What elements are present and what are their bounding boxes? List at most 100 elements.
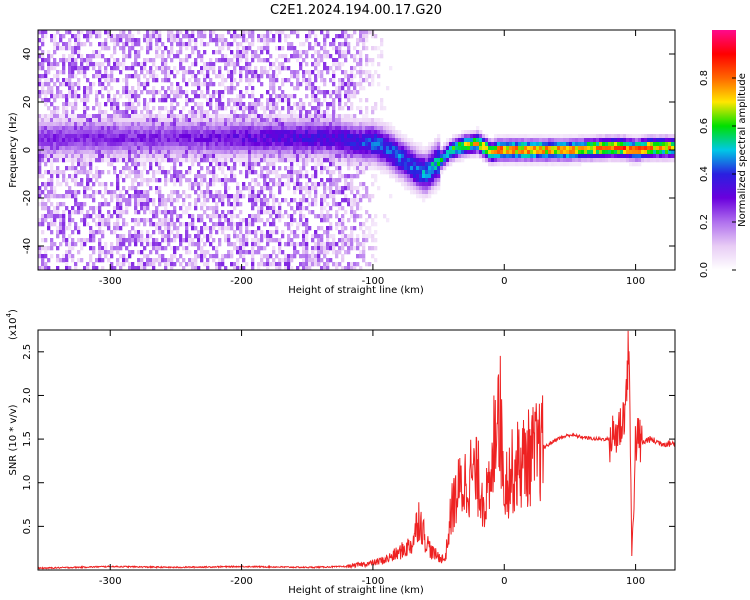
spectrogram-cell	[74, 102, 78, 107]
spectrogram-cell	[179, 46, 183, 51]
spectrogram-cell	[374, 134, 378, 139]
spectrogram-cell	[44, 150, 48, 155]
spectrogram-cell	[359, 74, 363, 79]
spectrogram-cell	[56, 106, 60, 111]
spectrogram-cell	[332, 126, 336, 131]
spectrogram-cell	[158, 30, 162, 35]
spectrogram-cell	[281, 230, 285, 235]
spectrogram-cell	[212, 126, 216, 131]
spectrogram-cell	[113, 142, 117, 147]
spectrogram-cell	[260, 150, 264, 155]
spectrogram-cell	[260, 142, 264, 147]
spectrogram-cell	[221, 142, 225, 147]
spectrogram-cell	[155, 114, 159, 119]
spectrogram-cell	[41, 50, 45, 55]
spectrogram-cell	[143, 138, 147, 143]
spectrogram-cell	[317, 114, 321, 119]
spectrogram-cell	[98, 34, 102, 39]
spectrogram-cell	[335, 90, 339, 95]
spectrogram-cell	[242, 94, 246, 99]
spectrogram-cell	[170, 210, 174, 215]
spectrogram-cell	[137, 158, 141, 163]
spectrogram-cell	[89, 122, 93, 127]
spectrogram-cell	[107, 138, 111, 143]
spectrogram-cell	[191, 98, 195, 103]
spectrogram-cell	[332, 42, 336, 47]
spectrogram-cell	[143, 118, 147, 123]
spectrogram-cell	[560, 146, 564, 151]
spectrogram-cell	[527, 158, 531, 163]
spectrogram-cell	[191, 74, 195, 79]
spectrogram-cell	[143, 194, 147, 199]
spectrogram-cell	[89, 170, 93, 175]
spectrogram-cell	[476, 138, 480, 143]
spectrogram-cell	[278, 202, 282, 207]
spectrogram-cell	[296, 162, 300, 167]
spectrogram-cell	[236, 62, 240, 67]
spectrogram-cell	[293, 86, 297, 91]
spectrogram-cell	[416, 162, 420, 167]
spectrogram-cell	[191, 262, 195, 267]
spectrogram-cell	[356, 134, 360, 139]
spectrogram-cell	[164, 234, 168, 239]
spectrogram-cell	[143, 38, 147, 43]
spectrogram-cell	[83, 134, 87, 139]
spectrogram-cell	[68, 138, 72, 143]
spectrogram-cells	[38, 30, 675, 270]
spectrogram-cell	[299, 206, 303, 211]
spectrogram-cell	[248, 30, 252, 35]
spectrogram-cell	[350, 202, 354, 207]
spectrogram-cell	[158, 126, 162, 131]
spectrogram-cell	[374, 162, 378, 167]
spectrogram-cell	[173, 98, 177, 103]
spectrogram-cell	[134, 94, 138, 99]
spectrogram-cell	[203, 134, 207, 139]
spectrogram-cell	[209, 130, 213, 135]
spectrogram-cell	[398, 154, 402, 159]
spectrogram-cell	[341, 238, 345, 243]
spectrogram-cell	[83, 166, 87, 171]
spectrogram-cell	[350, 74, 354, 79]
spectrogram-cell	[176, 178, 180, 183]
spectrogram-cell	[221, 106, 225, 111]
spectrogram-cell	[140, 170, 144, 175]
spectrogram-cell	[197, 126, 201, 131]
spectrogram-cell	[230, 170, 234, 175]
spectrogram-cell	[80, 126, 84, 131]
spectrogram-cell	[563, 150, 567, 155]
spectrogram-cell	[215, 266, 219, 270]
spectrogram-cell	[422, 198, 426, 203]
spectrogram-cell	[143, 134, 147, 139]
spectrogram-cell	[254, 106, 258, 111]
spectrogram-cell	[158, 146, 162, 151]
spectrogram-cell	[152, 98, 156, 103]
spectrogram-cell	[104, 122, 108, 127]
spectrogram-cell	[263, 58, 267, 63]
spectrogram-cell	[50, 62, 54, 67]
spectrogram-cell	[335, 62, 339, 67]
spectrogram-cell	[509, 154, 513, 159]
spectrogram-cell	[311, 86, 315, 91]
spectrogram-cell	[104, 218, 108, 223]
spectrogram-cell	[104, 58, 108, 63]
spectrogram-cell	[164, 98, 168, 103]
spectrogram-cell	[341, 134, 345, 139]
spectrogram-cell	[332, 250, 336, 255]
spectrogram-cell	[422, 166, 426, 171]
spectrogram-cell	[323, 186, 327, 191]
spectrogram-cell	[164, 58, 168, 63]
spectrogram-cell	[236, 94, 240, 99]
spectrogram-cell	[347, 46, 351, 51]
spectrogram-cell	[344, 182, 348, 187]
spectrogram-cell	[362, 246, 366, 251]
spectrogram-cell	[446, 154, 450, 159]
spectrogram-cell	[53, 138, 57, 143]
spectrogram-cell	[329, 118, 333, 123]
spectrogram-cell	[383, 150, 387, 155]
spectrogram-cell	[233, 78, 237, 83]
spectrogram-cell	[254, 98, 258, 103]
spectrogram-cell	[161, 238, 165, 243]
spectrogram-cell	[179, 66, 183, 71]
spectrogram-cell	[77, 94, 81, 99]
spectrogram-cell	[308, 226, 312, 231]
